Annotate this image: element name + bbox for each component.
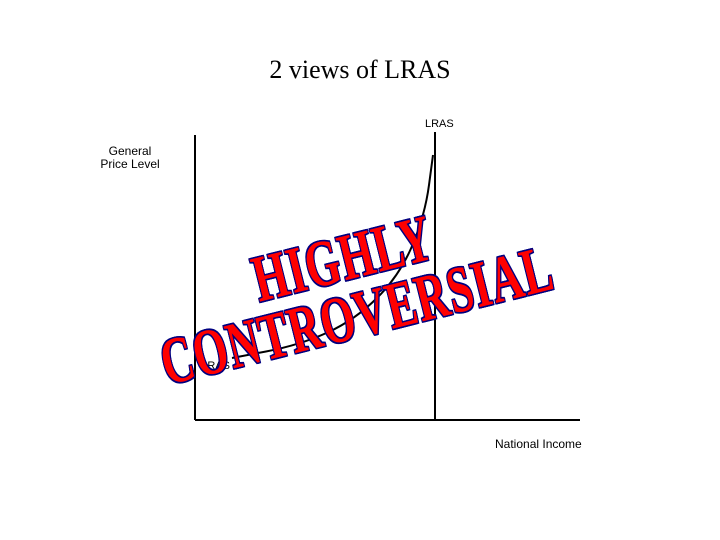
y-axis-label-line1: General <box>109 144 152 158</box>
slide: 2 views of LRAS General Price Level Nati… <box>0 0 720 540</box>
lras-label: LRAS <box>425 118 454 130</box>
x-axis-label: National Income <box>495 438 582 451</box>
y-axis-label: General Price Level <box>100 145 159 171</box>
y-axis-label-line2: Price Level <box>100 157 159 171</box>
